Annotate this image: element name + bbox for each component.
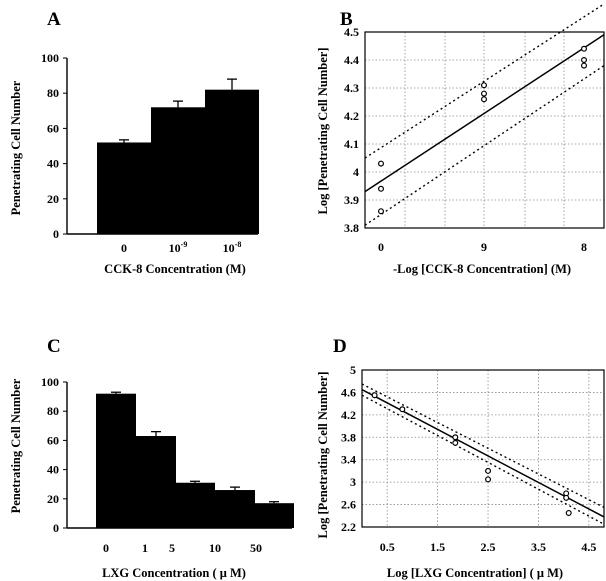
chart-b-fit-line [364, 34, 605, 193]
chart-a-y-axis-label: Penetrating Cell Number [9, 80, 23, 215]
panel-label-b: B [340, 9, 353, 30]
chart-b-y-tick-label: 4.4 [344, 53, 359, 67]
chart-c-x-tick-label: 1 [142, 541, 148, 555]
chart-d-point [452, 434, 459, 441]
chart-d-plot-frame [361, 369, 605, 528]
chart-b-point [481, 90, 488, 97]
chart-c-x-axis-label: LXG Concentration ( μ M) [102, 566, 246, 580]
chart-c-x-tick-label: 10 [209, 541, 221, 555]
chart-d-y-tick-label: 3.8 [341, 430, 356, 444]
chart-a-y-tick-label: 80 [47, 86, 59, 100]
chart-a-x-tick-label: 10-9 [169, 240, 188, 255]
chart-d-y-axis-label: Log [Penetrating Cell Number] [316, 372, 330, 539]
chart-b-y-tick-label: 4.3 [344, 81, 359, 95]
chart-b-plot-frame [364, 31, 605, 229]
chart-d-x-tick-label: 3.5 [531, 540, 546, 554]
chart-c-bar [254, 503, 294, 528]
chart-b-y-tick-label: 4.5 [344, 25, 359, 39]
chart-d-y-tick-label: 3.4 [341, 453, 356, 467]
chart-c-y-tick-label: 0 [53, 521, 59, 535]
chart-b-y-tick-label: 4.1 [344, 137, 359, 151]
chart-d: Log [Penetrating Cell Number] Log [LXG C… [316, 363, 605, 580]
chart-c-bar [215, 490, 255, 528]
chart-d-point [371, 392, 378, 399]
chart-d-x-tick-label: 1.5 [430, 540, 445, 554]
chart-b-point [580, 45, 587, 52]
chart-d-y-tick-label: 4.6 [341, 385, 356, 399]
chart-d-point [452, 439, 459, 446]
chart-d-point [565, 509, 572, 516]
chart-b-point [481, 82, 488, 89]
chart-c-y-axis-label: Penetrating Cell Number [9, 378, 23, 513]
chart-c: Penetrating Cell Number LXG Concentratio… [9, 375, 294, 580]
chart-b-point [580, 56, 587, 63]
chart-c-y-tick-label: 100 [41, 375, 59, 389]
chart-b-point [580, 62, 587, 69]
chart-d-y-tick-label: 2.2 [341, 520, 356, 534]
chart-d-y-tick-label: 2.6 [341, 498, 356, 512]
chart-a-y-tick-label: 100 [41, 51, 59, 65]
chart-b-y-tick-label: 3.8 [344, 221, 359, 235]
chart-b-y-axis-label: Log [Penetrating Cell Number] [316, 48, 330, 215]
chart-c-bar [96, 393, 136, 528]
chart-c-x-tick-label: 5 [169, 541, 175, 555]
chart-a-y-tick-label: 60 [47, 121, 59, 135]
chart-b-point [378, 160, 385, 167]
chart-b-x-axis-label: -Log [CCK-8 Concentration] (M) [393, 262, 571, 276]
chart-b: Log [Penetrating Cell Number] -Log [CCK-… [316, 3, 605, 276]
chart-d-y-tick-label: 3 [350, 475, 356, 489]
chart-d-x-tick-label: 4.5 [581, 540, 596, 554]
chart-c-x-tick-label: 0 [103, 541, 109, 555]
chart-a-y-tick-label: 0 [53, 227, 59, 241]
chart-c-y-tick-label: 60 [47, 433, 59, 447]
panel-label-a: A [47, 9, 61, 30]
chart-b-point [378, 185, 385, 192]
chart-d-confidence-upper [361, 383, 605, 508]
chart-d-confidence-lower [361, 394, 605, 525]
chart-d-point [399, 406, 406, 413]
chart-d-x-tick-label: 0.5 [380, 540, 395, 554]
chart-d-x-tick-label: 2.5 [481, 540, 496, 554]
chart-b-point [378, 208, 385, 215]
chart-b-y-tick-label: 4.2 [344, 109, 359, 123]
chart-c-x-tick-label: 50 [250, 541, 262, 555]
chart-b-confidence-upper [364, 3, 605, 159]
chart-b-confidence-lower [364, 65, 605, 226]
chart-a-x-axis-label: CCK-8 Concentration (M) [104, 262, 246, 276]
chart-c-bar [175, 482, 215, 528]
chart-c-y-tick-label: 40 [47, 463, 59, 477]
panel-label-c: C [47, 336, 61, 357]
chart-d-point [485, 476, 492, 483]
chart-a: Penetrating Cell Number CCK-8 Concentrat… [9, 51, 259, 276]
chart-b-y-tick-label: 4 [353, 165, 359, 179]
chart-d-point [485, 467, 492, 474]
chart-d-x-axis-label: Log [LXG Concentration] ( μ M) [387, 566, 563, 580]
chart-c-y-tick-label: 80 [47, 404, 59, 418]
chart-a-bar [151, 107, 205, 234]
chart-b-x-tick-label: 9 [481, 240, 487, 254]
chart-a-bar [97, 142, 151, 234]
chart-a-bar [205, 89, 259, 235]
chart-a-x-tick-label: 10-8 [223, 240, 242, 255]
chart-a-y-tick-label: 20 [47, 192, 59, 206]
chart-d-y-tick-label: 4.2 [341, 408, 356, 422]
panel-label-d: D [333, 336, 347, 357]
chart-b-y-tick-label: 3.9 [344, 193, 359, 207]
chart-b-x-tick-label: 0 [378, 240, 384, 254]
chart-d-point [563, 494, 570, 501]
chart-d-y-tick-label: 5 [350, 363, 356, 377]
chart-c-bar [136, 436, 176, 528]
chart-c-y-tick-label: 20 [47, 492, 59, 506]
chart-b-x-tick-label: 8 [581, 240, 587, 254]
chart-a-x-tick-label: 0 [121, 241, 127, 255]
chart-a-y-tick-label: 40 [47, 157, 59, 171]
chart-b-point [481, 96, 488, 103]
